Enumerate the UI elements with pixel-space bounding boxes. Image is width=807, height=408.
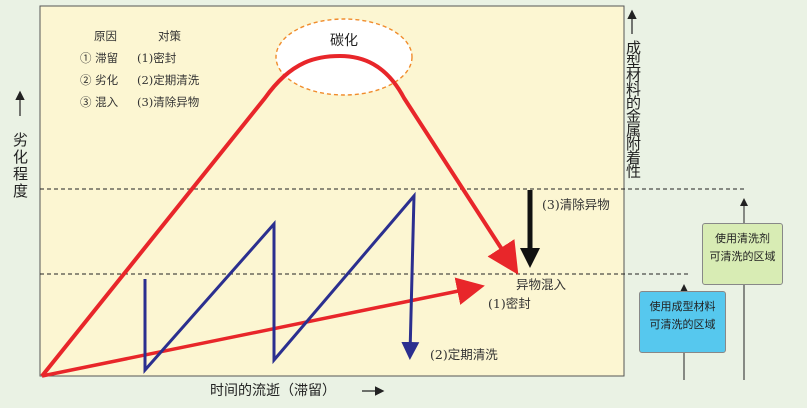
legend-measure-1: (1)密封 <box>137 51 177 65</box>
legend-cause-1: ① 滞留 <box>80 51 118 65</box>
molding-material-line-2: 可清洗的区域 <box>649 318 716 331</box>
cleaning-agent-box: 使用清洗剂 可清洗的区域 <box>702 223 783 285</box>
legend-cause-3: ③ 混入 <box>80 95 119 109</box>
annotation-clean-foreign: (3)清除异物 <box>542 197 610 212</box>
legend: 原因 对策 ① 滞留 (1)密封 ② 劣化 (2)定期清洗 ③ 混入 (3)清除… <box>80 29 200 109</box>
molding-material-line-1: 使用成型材料 <box>649 300 716 313</box>
y-axis-right-label: 成型材料的金属附着性 <box>624 40 642 179</box>
annotation-foreign-mixing: 异物混入 <box>516 277 567 292</box>
sealed-line <box>41 277 485 378</box>
legend-header-measure: 对策 <box>158 29 181 43</box>
periodic-cleaning-sawtooth <box>143 191 420 374</box>
legend-header-cause: 原因 <box>94 29 117 43</box>
annotation-seal: (1)密封 <box>488 296 531 311</box>
annotation-periodic-clean: (2)定期清洗 <box>430 347 498 362</box>
legend-cause-2: ② 劣化 <box>80 73 119 87</box>
carbonization-label: 碳化 <box>330 33 358 49</box>
x-axis-label: 时间的流逝（滞留） <box>210 383 336 399</box>
degradation-curve <box>40 54 519 378</box>
y-axis-left-label: 劣化程度 <box>11 132 29 200</box>
legend-measure-3: (3)清除异物 <box>137 95 199 109</box>
cleaning-agent-line-1: 使用清洗剂 <box>715 232 770 245</box>
legend-measure-2: (2)定期清洗 <box>137 73 200 87</box>
molding-material-box: 使用成型材料 可清洗的区域 <box>639 291 726 353</box>
cleaning-agent-line-2: 可清洗的区域 <box>709 250 776 263</box>
